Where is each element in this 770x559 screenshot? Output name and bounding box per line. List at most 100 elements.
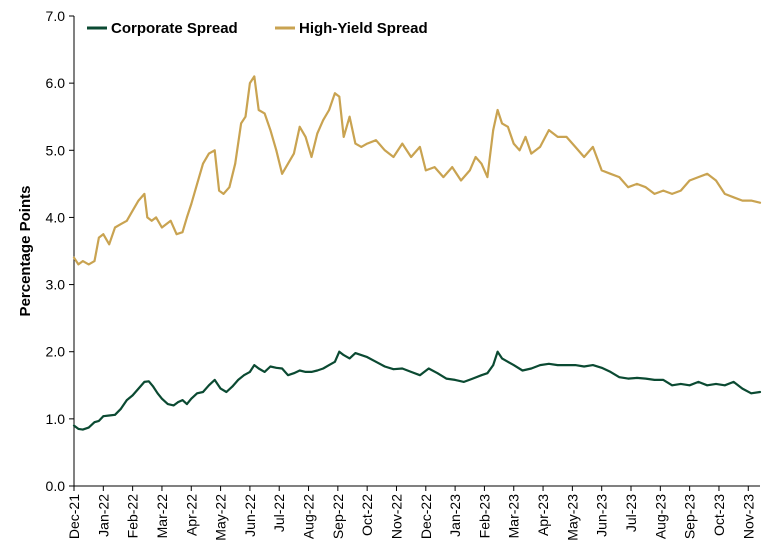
data-point-high-yield-spread xyxy=(125,219,128,222)
data-point-corporate-spread xyxy=(354,352,357,354)
x-tick-label: Feb-23 xyxy=(476,494,492,539)
data-point-corporate-spread xyxy=(750,392,753,395)
data-point-high-yield-spread xyxy=(175,233,178,236)
data-point-corporate-spread xyxy=(375,360,377,363)
data-point-high-yield-spread xyxy=(196,183,199,185)
data-point-high-yield-spread xyxy=(627,186,629,189)
x-tick-label: Apr-22 xyxy=(183,494,199,536)
data-point-high-yield-spread xyxy=(592,146,594,148)
data-point-high-yield-spread xyxy=(574,146,577,148)
data-point-corporate-spread xyxy=(237,379,240,381)
data-point-corporate-spread xyxy=(249,371,251,373)
data-point-corporate-spread xyxy=(627,377,629,380)
data-point-high-yield-spread xyxy=(715,179,717,182)
legend-item-high-yield-spread[interactable]: High-Yield Spread xyxy=(275,20,428,37)
data-point-corporate-spread xyxy=(196,392,199,395)
x-tick-label: Dec-22 xyxy=(418,494,434,539)
data-point-high-yield-spread xyxy=(679,189,682,192)
data-point-high-yield-spread xyxy=(202,162,204,165)
data-point-high-yield-spread xyxy=(636,183,638,185)
data-point-corporate-spread xyxy=(644,377,647,380)
data-point-corporate-spread xyxy=(454,379,456,381)
data-point-high-yield-spread xyxy=(213,149,216,152)
data-point-high-yield-spread xyxy=(556,136,559,138)
data-point-corporate-spread xyxy=(114,413,116,416)
data-point-high-yield-spread xyxy=(287,162,289,165)
data-point-corporate-spread xyxy=(583,365,585,368)
series-line-corporate-spread xyxy=(72,350,762,431)
data-point-corporate-spread xyxy=(202,391,204,393)
legend[interactable]: Corporate Spread High-Yield Spread xyxy=(87,20,428,37)
data-point-corporate-spread xyxy=(213,379,216,381)
data-point-high-yield-spread xyxy=(360,146,363,148)
data-point-corporate-spread xyxy=(556,364,559,366)
data-point-corporate-spread xyxy=(521,369,524,372)
data-point-corporate-spread xyxy=(328,364,330,366)
data-point-corporate-spread xyxy=(741,387,744,390)
data-point-corporate-spread xyxy=(298,369,301,372)
data-point-corporate-spread xyxy=(310,371,313,373)
data-point-high-yield-spread xyxy=(222,193,225,195)
data-point-corporate-spread xyxy=(496,350,499,353)
data-point-corporate-spread xyxy=(156,392,159,395)
data-point-high-yield-spread xyxy=(137,199,140,202)
x-tick-label: Aug-22 xyxy=(301,494,317,539)
data-point-corporate-spread xyxy=(257,367,260,370)
data-point-high-yield-spread xyxy=(460,179,462,182)
legend-item-corporate-spread[interactable]: Corporate Spread xyxy=(87,20,238,37)
data-point-corporate-spread xyxy=(501,357,503,360)
y-tick-label: 7.0 xyxy=(46,8,66,24)
data-point-corporate-spread xyxy=(293,372,295,375)
y-tick-label: 4.0 xyxy=(46,209,66,225)
y-tick-label: 0.0 xyxy=(46,478,66,494)
data-point-corporate-spread xyxy=(609,371,612,373)
x-tick-label: Jan-23 xyxy=(447,494,463,537)
data-point-corporate-spread xyxy=(190,397,193,400)
data-point-high-yield-spread xyxy=(348,115,351,118)
data-point-high-yield-spread xyxy=(750,199,753,202)
data-point-corporate-spread xyxy=(383,365,386,368)
data-point-high-yield-spread xyxy=(424,169,427,172)
data-point-corporate-spread xyxy=(219,387,222,390)
data-point-high-yield-spread xyxy=(298,125,301,128)
data-point-corporate-spread xyxy=(348,357,351,360)
data-point-high-yield-spread xyxy=(741,199,744,202)
y-tick-label: 5.0 xyxy=(46,142,66,158)
data-point-corporate-spread xyxy=(592,364,594,366)
data-point-corporate-spread xyxy=(208,384,210,387)
x-tick-label: Mar-23 xyxy=(506,494,522,539)
data-point-high-yield-spread xyxy=(87,263,90,266)
y-tick-label: 1.0 xyxy=(46,411,66,427)
data-point-high-yield-spread xyxy=(240,122,243,125)
data-point-corporate-spread xyxy=(304,371,307,373)
data-point-high-yield-spread xyxy=(662,189,665,192)
data-point-corporate-spread xyxy=(186,403,188,405)
data-point-high-yield-spread xyxy=(181,231,184,234)
data-point-corporate-spread xyxy=(732,381,735,383)
data-point-high-yield-spread xyxy=(468,169,471,172)
x-tick-label: Oct-22 xyxy=(359,494,375,536)
data-point-corporate-spread xyxy=(507,360,509,363)
data-point-corporate-spread xyxy=(574,364,577,366)
data-point-corporate-spread xyxy=(172,404,175,407)
data-point-high-yield-spread xyxy=(93,260,96,262)
data-point-high-yield-spread xyxy=(401,142,404,145)
data-point-high-yield-spread xyxy=(442,176,445,179)
data-point-high-yield-spread xyxy=(530,152,533,155)
data-point-high-yield-spread xyxy=(269,129,272,132)
data-point-high-yield-spread xyxy=(146,216,149,219)
data-point-high-yield-spread xyxy=(102,233,105,236)
data-point-corporate-spread xyxy=(662,379,665,381)
data-point-high-yield-spread xyxy=(706,172,709,175)
data-point-corporate-spread xyxy=(77,428,80,430)
series-line-high-yield-spread xyxy=(72,75,762,266)
legend-label-high-yield-spread: High-Yield Spread xyxy=(299,20,428,37)
data-point-high-yield-spread xyxy=(474,156,477,158)
data-point-corporate-spread xyxy=(688,384,691,387)
data-point-corporate-spread xyxy=(93,421,96,424)
x-tick-label: Jul-23 xyxy=(623,494,639,532)
data-point-high-yield-spread xyxy=(354,142,357,145)
x-tick-label: Jan-22 xyxy=(95,494,111,537)
data-point-high-yield-spread xyxy=(150,219,153,222)
data-point-high-yield-spread xyxy=(73,256,75,259)
